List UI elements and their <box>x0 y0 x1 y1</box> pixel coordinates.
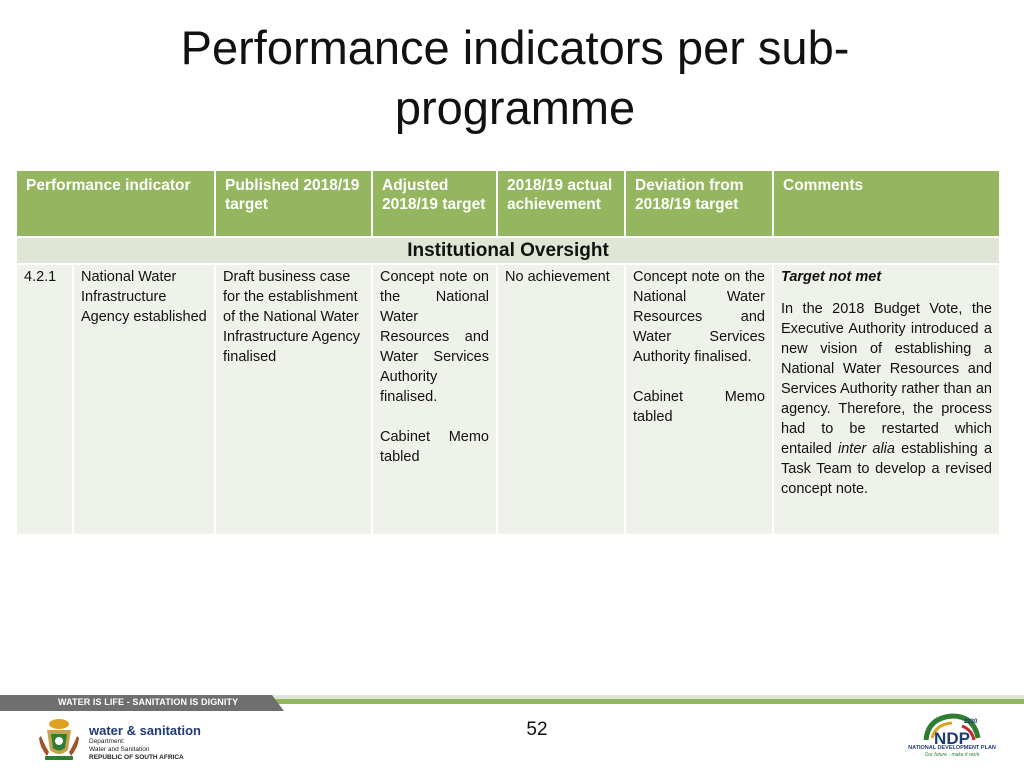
performance-indicator-table: Performance indicator Published 2018/19 … <box>15 169 1001 536</box>
page-title: Performance indicators per sub-programme <box>180 21 850 134</box>
actual-achievement-cell: No achievement <box>496 263 626 536</box>
footer-tagline-bar <box>0 695 1024 711</box>
comments-italic: inter alia <box>838 441 895 457</box>
table-header-row: Performance indicator Published 2018/19 … <box>15 169 1001 238</box>
comments-text-2: establishing a Task Team to develop a re… <box>781 441 993 497</box>
comments-heading: Target not met <box>781 269 882 285</box>
deviation-text-1: Concept note on the National Water Resou… <box>633 269 765 365</box>
adjusted-target-cell: Concept note on the National Water Resou… <box>371 263 498 536</box>
comments-cell: Target not met In the 2018 Budget Vote, … <box>772 263 1001 536</box>
comments-body: In the 2018 Budget Vote, the Executive A… <box>781 299 992 499</box>
section-row: Institutional Oversight <box>15 236 1001 265</box>
ndp-letters: NDP <box>934 729 970 748</box>
adjusted-target-text-1: Concept note on the National Water Resou… <box>380 269 489 405</box>
header-adjusted-target: Adjusted 2018/19 target <box>371 169 498 238</box>
header-performance-indicator: Performance indicator <box>15 169 216 238</box>
comments-text-1: In the 2018 Budget Vote, the Executive A… <box>781 301 992 457</box>
ndp-year: 2030 <box>964 719 978 725</box>
section-title: Institutional Oversight <box>15 236 1001 265</box>
department-line-3: REPUBLIC OF SOUTH AFRICA <box>89 754 184 761</box>
published-target-cell: Draft business case for the establishmen… <box>214 263 373 536</box>
department-line-2: Water and Sanitation <box>89 746 150 753</box>
indicator-name: National Water Infrastructure Agency est… <box>72 263 216 536</box>
deviation-cell: Concept note on the National Water Resou… <box>624 263 774 536</box>
deviation-text-2: Cabinet Memo tabled <box>633 389 765 425</box>
coat-of-arms-icon <box>39 719 79 760</box>
footer-tagline: WATER IS LIFE - SANITATION IS DIGNITY <box>58 697 239 707</box>
header-deviation: Deviation from 2018/19 target <box>624 169 774 238</box>
indicator-number: 4.2.1 <box>15 263 74 536</box>
department-logo-text: water & sanitation Department: Water and… <box>89 723 201 762</box>
table-row: 4.2.1 National Water Infrastructure Agen… <box>15 263 1001 536</box>
department-line-1: Department: <box>89 738 125 745</box>
ndp-caption: NATIONAL DEVELOPMENT PLAN <box>908 745 996 751</box>
header-actual-achievement: 2018/19 actual achievement <box>496 169 626 238</box>
adjusted-target-text-2: Cabinet Memo tabled <box>380 429 489 465</box>
ndp-slogan: Our future - make it work <box>924 752 980 758</box>
department-name: water & sanitation <box>89 723 201 738</box>
header-comments: Comments <box>772 169 1001 238</box>
ndp-logo-icon: 2030 NDP <box>923 713 981 748</box>
header-published-target: Published 2018/19 target <box>214 169 373 238</box>
page-number: 52 <box>526 719 548 740</box>
